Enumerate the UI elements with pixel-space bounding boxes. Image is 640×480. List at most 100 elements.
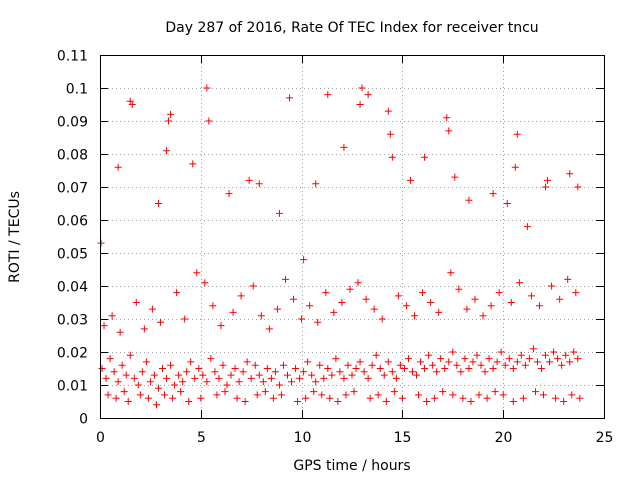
- data-point: [122, 371, 130, 379]
- data-point: [239, 368, 247, 376]
- data-point: [261, 388, 269, 396]
- data-point: [320, 374, 328, 382]
- data-points: [97, 84, 584, 409]
- data-point: [533, 358, 541, 366]
- data-point: [457, 368, 465, 376]
- data-point: [473, 351, 481, 359]
- y-tick-label: 0.08: [57, 148, 88, 164]
- data-point: [110, 368, 118, 376]
- data-point: [146, 378, 154, 386]
- data-point: [336, 368, 344, 376]
- y-tick-label: 0.03: [57, 313, 88, 329]
- data-point: [544, 176, 552, 184]
- data-point: [370, 305, 378, 313]
- data-point: [255, 180, 263, 188]
- data-point: [326, 394, 334, 402]
- data-point: [527, 292, 535, 300]
- data-point: [199, 371, 207, 379]
- data-point: [408, 368, 416, 376]
- data-point: [235, 378, 243, 386]
- chart-title: Day 287 of 2016, Rate Of TEC Index for r…: [165, 20, 538, 36]
- data-point: [423, 398, 431, 405]
- data-point: [290, 295, 298, 303]
- data-point: [98, 365, 106, 372]
- data-point: [213, 391, 221, 399]
- data-point: [120, 388, 128, 396]
- y-tick-label: 0.07: [57, 181, 88, 197]
- data-point: [253, 391, 261, 399]
- data-point: [364, 374, 372, 382]
- data-point: [241, 398, 249, 405]
- data-point: [177, 388, 185, 396]
- data-point: [378, 315, 386, 323]
- data-point: [292, 365, 300, 372]
- data-point: [459, 394, 467, 402]
- data-point: [243, 358, 251, 366]
- data-point: [398, 394, 406, 402]
- data-point: [390, 388, 398, 396]
- data-point: [362, 295, 370, 303]
- data-point: [152, 401, 160, 409]
- data-point: [227, 371, 235, 379]
- data-point: [314, 318, 322, 326]
- data-point: [114, 163, 122, 171]
- data-point: [116, 328, 124, 336]
- data-point: [360, 368, 368, 376]
- data-point: [471, 295, 479, 303]
- data-point: [554, 355, 562, 363]
- data-point: [382, 398, 390, 405]
- data-point: [211, 368, 219, 376]
- data-point: [154, 200, 162, 207]
- data-point: [380, 371, 388, 379]
- data-point: [529, 345, 537, 353]
- grid: [100, 55, 604, 418]
- data-point: [546, 358, 554, 366]
- data-point: [572, 289, 580, 297]
- data-point: [358, 84, 366, 92]
- data-point: [491, 388, 499, 396]
- data-point: [433, 368, 441, 376]
- data-point: [531, 388, 539, 396]
- data-point: [267, 374, 275, 382]
- data-point: [124, 398, 132, 405]
- data-point: [499, 391, 507, 399]
- data-point: [156, 318, 164, 326]
- data-point: [150, 371, 158, 379]
- data-point: [130, 374, 138, 382]
- data-point: [388, 153, 396, 161]
- data-point: [306, 302, 314, 310]
- data-point: [384, 358, 392, 366]
- data-point: [102, 374, 110, 382]
- data-point: [286, 94, 294, 102]
- y-tick-label: 0.06: [57, 214, 88, 230]
- data-point: [374, 391, 382, 399]
- data-point: [356, 101, 364, 108]
- data-point: [394, 292, 402, 300]
- data-point: [217, 322, 225, 330]
- data-point: [294, 398, 302, 405]
- data-point: [310, 388, 318, 396]
- data-point: [455, 285, 463, 293]
- data-point: [197, 394, 205, 402]
- data-point: [366, 394, 374, 402]
- data-point: [132, 299, 140, 306]
- data-point: [497, 348, 505, 356]
- data-point: [201, 279, 209, 287]
- data-point: [342, 391, 350, 399]
- data-point: [429, 361, 437, 369]
- data-point: [475, 391, 483, 399]
- data-point: [372, 351, 380, 359]
- data-point: [118, 361, 126, 369]
- data-point: [415, 391, 423, 399]
- data-point: [449, 348, 457, 356]
- data-point: [566, 358, 574, 366]
- data-point: [298, 315, 306, 323]
- data-point: [354, 279, 362, 287]
- data-point: [100, 322, 108, 330]
- data-point: [112, 394, 120, 402]
- data-point: [181, 315, 189, 323]
- data-point: [495, 289, 503, 297]
- data-point: [136, 391, 144, 399]
- data-point: [413, 371, 421, 379]
- data-point: [167, 110, 175, 118]
